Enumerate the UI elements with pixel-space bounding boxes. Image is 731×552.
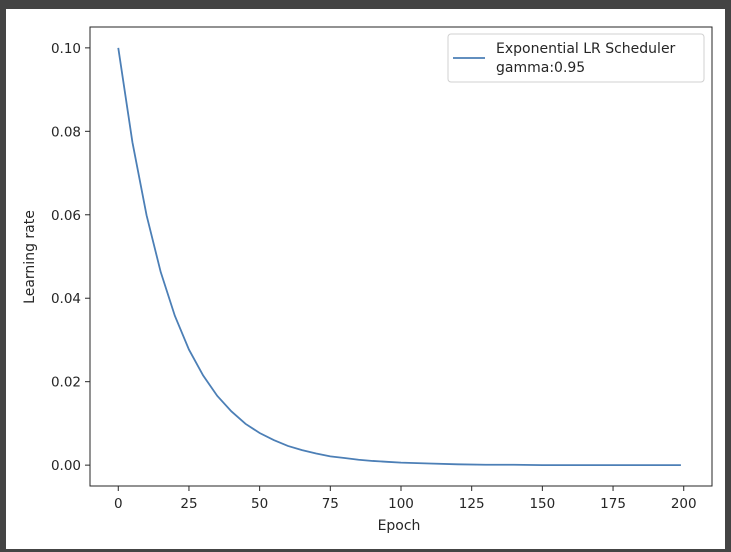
x-tick-label: 75 [322, 496, 339, 512]
y-tick-label: 0.06 [51, 208, 81, 224]
x-tick-label: 100 [388, 496, 414, 512]
x-tick-label: 150 [529, 496, 555, 512]
y-tick-label: 0.04 [51, 291, 81, 307]
y-tick-label: 0.00 [51, 458, 81, 474]
x-tick-label: 25 [180, 496, 197, 512]
plot-area [89, 26, 713, 487]
x-tick-label: 175 [600, 496, 626, 512]
y-tick-label: 0.08 [51, 124, 81, 140]
y-axis-label: Learning rate [22, 210, 38, 304]
x-axis-ticks: 0 25 50 75 100 125 150 175 200 [114, 486, 697, 512]
series-line-exponential-lr [117, 47, 681, 467]
x-axis-label: Epoch [378, 518, 421, 534]
legend: Exponential LR Scheduler gamma:0.95 [447, 33, 705, 83]
x-tick-label: 200 [671, 496, 697, 512]
y-tick-label: 0.02 [51, 375, 81, 391]
x-tick-label: 125 [459, 496, 485, 512]
figure-canvas: 0 25 50 75 100 125 150 175 200 0.00 0.02 0.04 0.06 0… [6, 9, 725, 549]
x-tick-label: 0 [114, 496, 123, 512]
legend-box [447, 33, 705, 83]
x-tick-label: 50 [251, 496, 268, 512]
legend-label-line1: Exponential LR Scheduler [496, 41, 676, 57]
y-axis-ticks: 0.00 0.02 0.04 0.06 0.08 0.10 [51, 41, 90, 474]
line-chart: 0 25 50 75 100 125 150 175 200 0.000.020.040.060… [22, 26, 713, 534]
legend-label-line2: gamma:0.95 [496, 60, 585, 76]
y-tick-label: 0.10 [51, 41, 81, 57]
